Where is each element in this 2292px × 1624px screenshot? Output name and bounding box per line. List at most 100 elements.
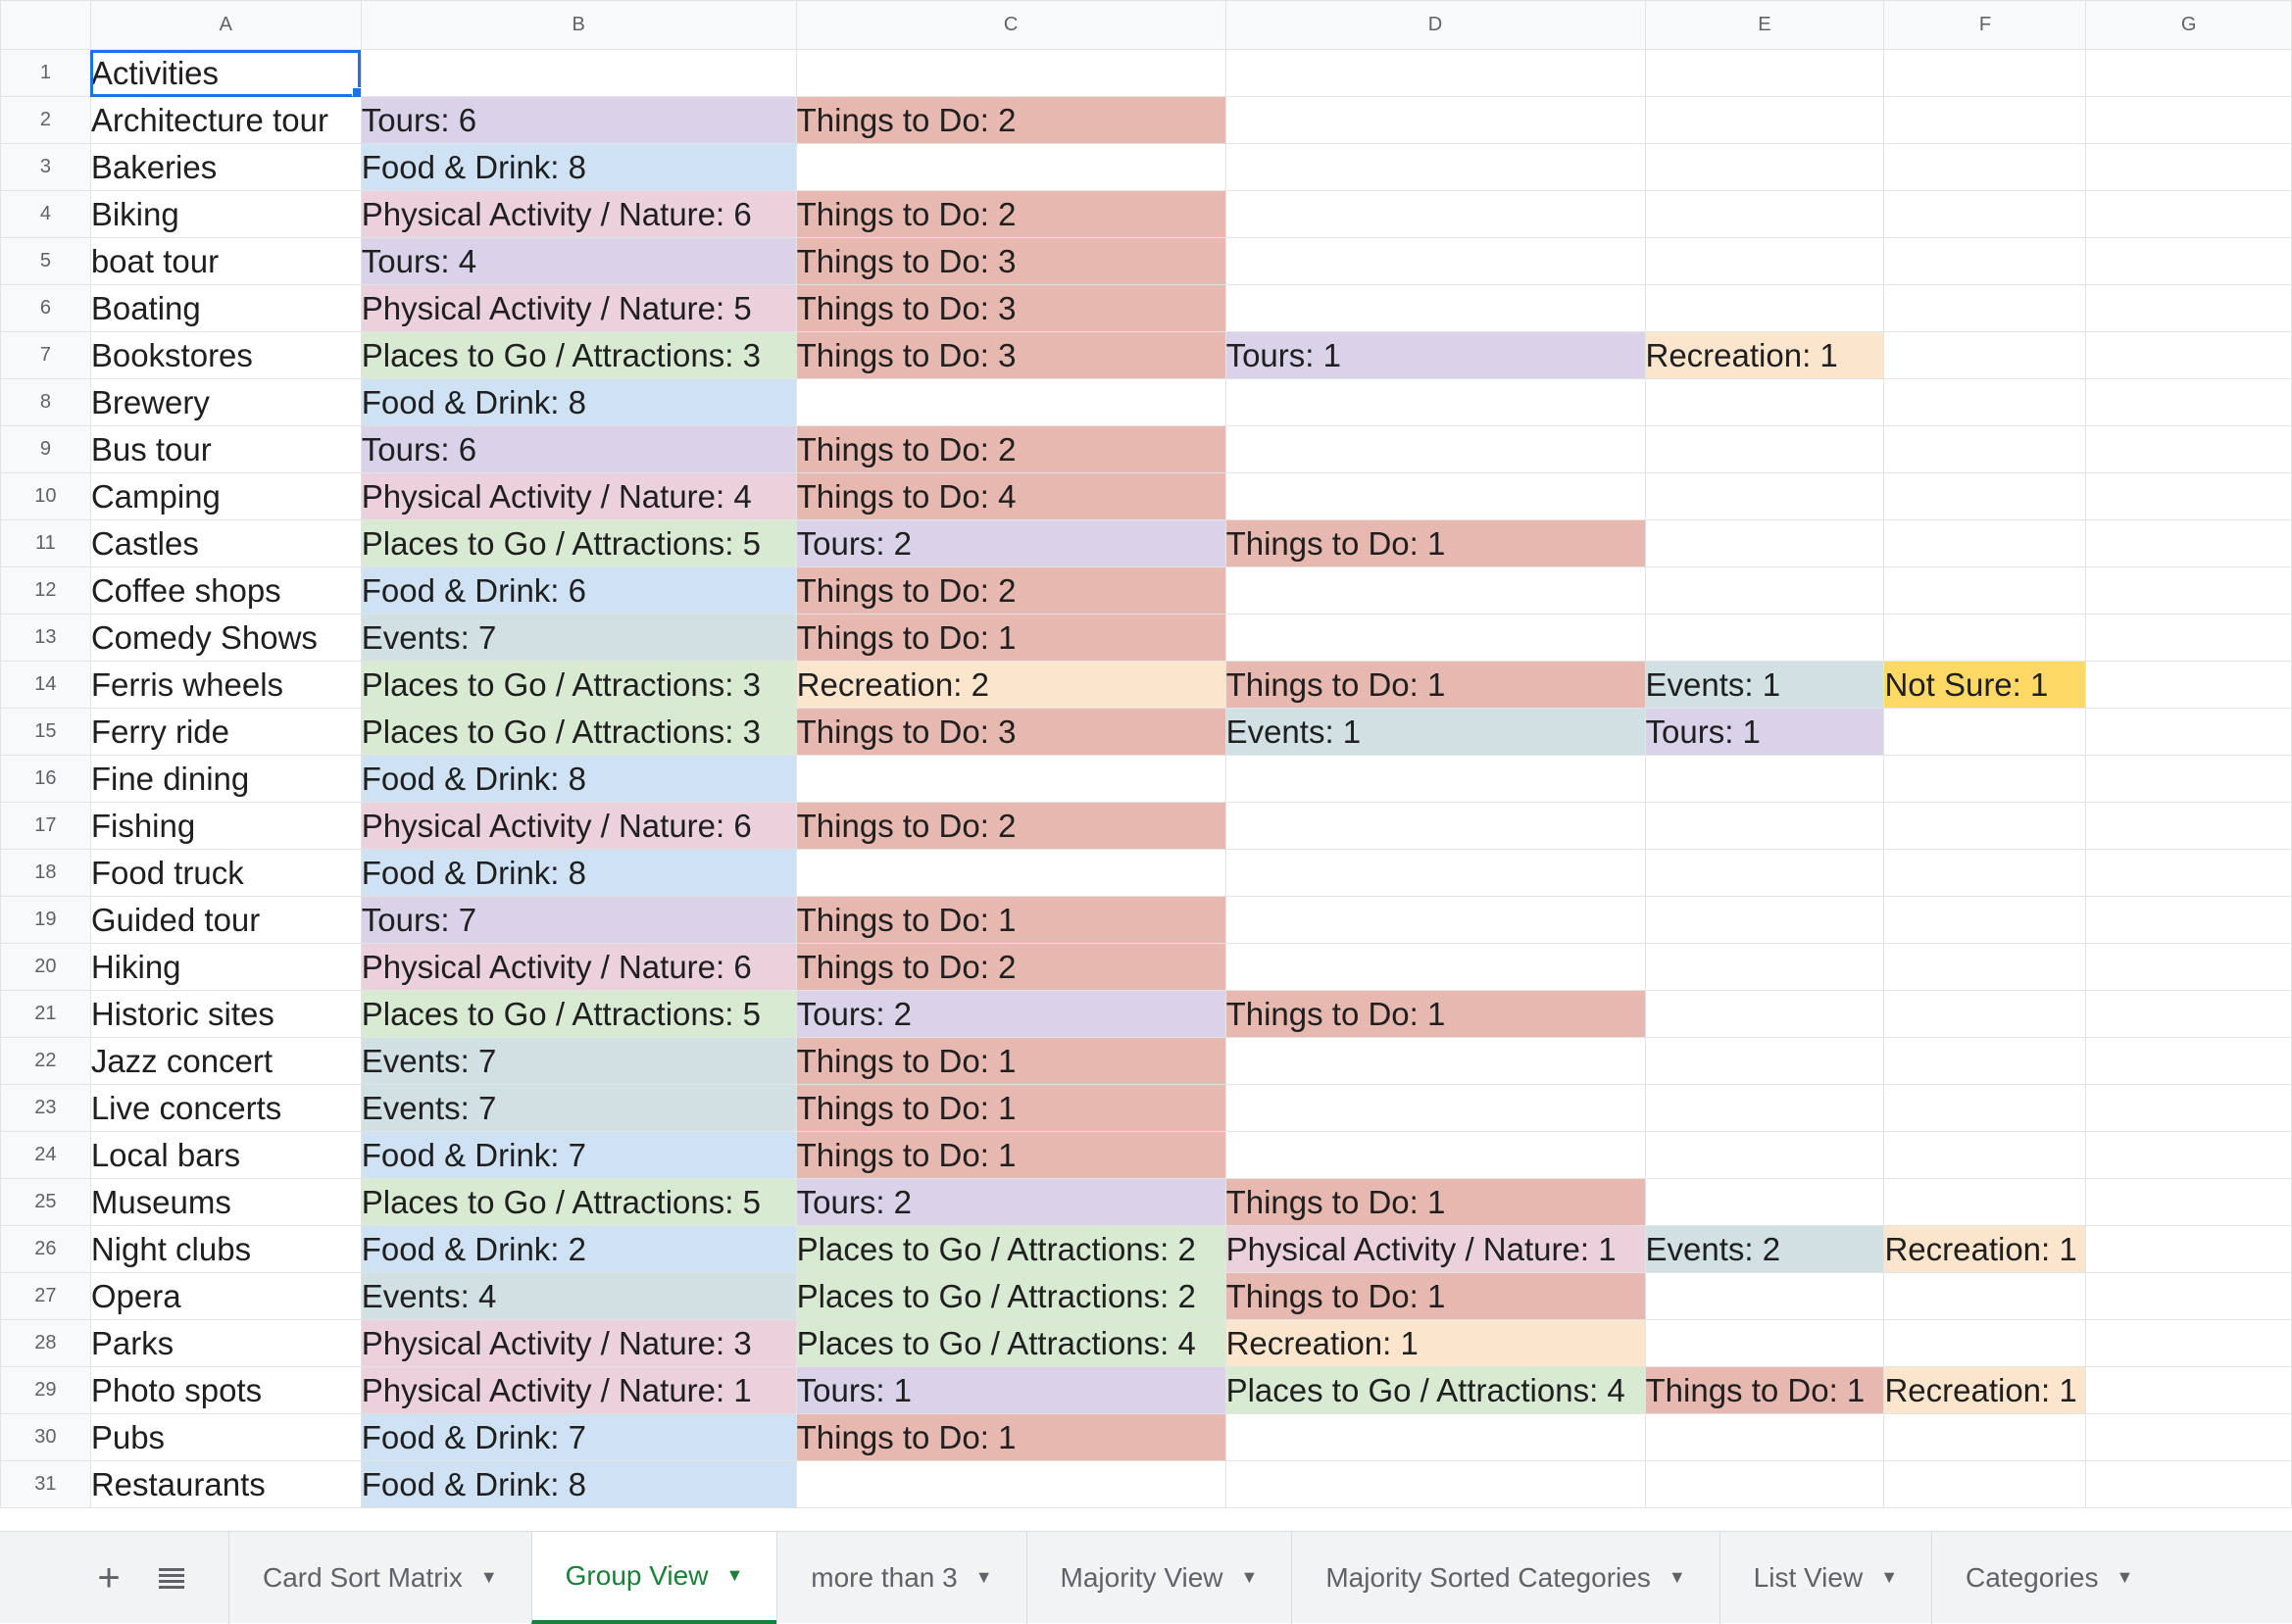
cell-d18[interactable] [1224,849,1646,897]
cell-f30[interactable] [1883,1413,2087,1461]
cell-d22[interactable] [1224,1037,1646,1085]
sheet-tab-majority-sorted-categories[interactable]: Majority Sorted Categories ▼ [1291,1531,1719,1624]
cell-a3[interactable]: Bakeries [89,143,362,191]
cell-c18[interactable] [795,849,1226,897]
cell-b23[interactable]: Events: 7 [360,1084,797,1132]
row-header[interactable]: 23 [0,1084,91,1132]
cell-c30[interactable]: Things to Do: 1 [795,1413,1226,1461]
cell-b11[interactable]: Places to Go / Attractions: 5 [360,519,797,567]
row-header[interactable]: 21 [0,990,91,1038]
cell-e1[interactable] [1644,49,1885,97]
row-header[interactable]: 7 [0,331,91,379]
cell-f22[interactable] [1883,1037,2087,1085]
cell-a17[interactable]: Fishing [89,802,362,850]
cell-g16[interactable] [2085,755,2292,803]
sheet-tab-more-than-3[interactable]: more than 3 ▼ [776,1531,1025,1624]
cell-g1[interactable] [2085,49,2292,97]
column-header-a[interactable]: A [89,0,362,50]
cell-e5[interactable] [1644,237,1885,285]
cell-e30[interactable] [1644,1413,1885,1461]
row-header[interactable]: 17 [0,802,91,850]
cell-g15[interactable] [2085,708,2292,756]
cell-c25[interactable]: Tours: 2 [795,1178,1226,1226]
caret-down-icon[interactable]: ▼ [1880,1567,1899,1587]
cell-b28[interactable]: Physical Activity / Nature: 3 [360,1319,797,1367]
cell-f7[interactable] [1883,331,2087,379]
cell-e16[interactable] [1644,755,1885,803]
row-header[interactable]: 25 [0,1178,91,1226]
cell-f11[interactable] [1883,519,2087,567]
cell-c17[interactable]: Things to Do: 2 [795,802,1226,850]
cell-e17[interactable] [1644,802,1885,850]
cell-c22[interactable]: Things to Do: 1 [795,1037,1226,1085]
cell-d20[interactable] [1224,943,1646,991]
cell-a19[interactable]: Guided tour [89,896,362,944]
cell-f13[interactable] [1883,614,2087,662]
cell-b26[interactable]: Food & Drink: 2 [360,1225,797,1273]
cell-a20[interactable]: Hiking [89,943,362,991]
cell-e20[interactable] [1644,943,1885,991]
cell-f3[interactable] [1883,143,2087,191]
cell-g5[interactable] [2085,237,2292,285]
caret-down-icon[interactable]: ▼ [1240,1567,1259,1587]
cell-g3[interactable] [2085,143,2292,191]
cell-d2[interactable] [1224,96,1646,144]
cell-b31[interactable]: Food & Drink: 8 [360,1460,797,1508]
row-header[interactable]: 10 [0,472,91,520]
cell-c16[interactable] [795,755,1226,803]
cell-a4[interactable]: Biking [89,190,362,238]
row-header[interactable]: 11 [0,519,91,567]
cell-d28[interactable]: Recreation: 1 [1224,1319,1646,1367]
cell-c7[interactable]: Things to Do: 3 [795,331,1226,379]
cell-a23[interactable]: Live concerts [89,1084,362,1132]
cell-e11[interactable] [1644,519,1885,567]
cell-g14[interactable] [2085,661,2292,709]
cell-g20[interactable] [2085,943,2292,991]
cell-e9[interactable] [1644,425,1885,473]
cell-b21[interactable]: Places to Go / Attractions: 5 [360,990,797,1038]
cell-g4[interactable] [2085,190,2292,238]
cell-b1[interactable] [360,49,797,97]
cell-b9[interactable]: Tours: 6 [360,425,797,473]
cell-b4[interactable]: Physical Activity / Nature: 6 [360,190,797,238]
cell-a9[interactable]: Bus tour [89,425,362,473]
cell-e6[interactable] [1644,284,1885,332]
cell-e24[interactable] [1644,1131,1885,1179]
cell-e15[interactable]: Tours: 1 [1644,708,1885,756]
column-header-d[interactable]: D [1224,0,1646,50]
cell-d27[interactable]: Things to Do: 1 [1224,1272,1646,1320]
cell-d12[interactable] [1224,566,1646,615]
cell-c8[interactable] [795,378,1226,426]
cell-e25[interactable] [1644,1178,1885,1226]
cell-b2[interactable]: Tours: 6 [360,96,797,144]
sheet-tab-categories[interactable]: Categories ▼ [1931,1531,2167,1624]
cell-a12[interactable]: Coffee shops [89,566,362,615]
row-header[interactable]: 16 [0,755,91,803]
cell-f5[interactable] [1883,237,2087,285]
cell-d15[interactable]: Events: 1 [1224,708,1646,756]
cell-a18[interactable]: Food truck [89,849,362,897]
cell-a5[interactable]: boat tour [89,237,362,285]
cell-d3[interactable] [1224,143,1646,191]
cell-e26[interactable]: Events: 2 [1644,1225,1885,1273]
cell-a22[interactable]: Jazz concert [89,1037,362,1085]
cell-a28[interactable]: Parks [89,1319,362,1367]
cell-b20[interactable]: Physical Activity / Nature: 6 [360,943,797,991]
cell-a2[interactable]: Architecture tour [89,96,362,144]
cell-d19[interactable] [1224,896,1646,944]
cell-c28[interactable]: Places to Go / Attractions: 4 [795,1319,1226,1367]
cell-e21[interactable] [1644,990,1885,1038]
cell-c5[interactable]: Things to Do: 3 [795,237,1226,285]
row-header[interactable]: 13 [0,614,91,662]
cell-g17[interactable] [2085,802,2292,850]
cell-e22[interactable] [1644,1037,1885,1085]
row-header[interactable]: 3 [0,143,91,191]
caret-down-icon[interactable]: ▼ [1668,1567,1686,1587]
cell-a31[interactable]: Restaurants [89,1460,362,1508]
cell-c24[interactable]: Things to Do: 1 [795,1131,1226,1179]
cell-e14[interactable]: Events: 1 [1644,661,1885,709]
cell-f23[interactable] [1883,1084,2087,1132]
cell-b3[interactable]: Food & Drink: 8 [360,143,797,191]
cell-b18[interactable]: Food & Drink: 8 [360,849,797,897]
row-header[interactable]: 4 [0,190,91,238]
